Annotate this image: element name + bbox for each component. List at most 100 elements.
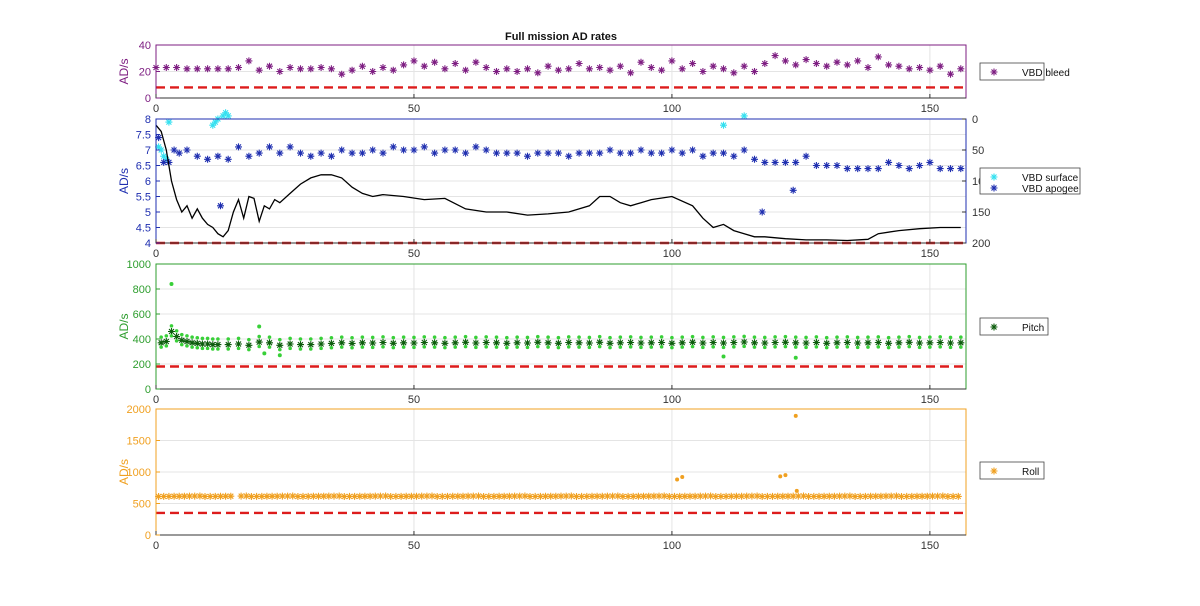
y-tick-label: 5.5 xyxy=(136,192,151,204)
data-point xyxy=(854,339,862,347)
data-point xyxy=(160,492,168,500)
data-point-dot xyxy=(525,345,530,350)
data-point-dot xyxy=(195,335,200,340)
data-point xyxy=(784,492,792,500)
data-point xyxy=(740,146,748,154)
legend-box xyxy=(979,461,1045,480)
y-tick-label: 1500 xyxy=(127,436,151,448)
data-point-dot xyxy=(639,335,643,340)
data-point-dot xyxy=(391,345,396,350)
data-point-dot xyxy=(577,335,581,339)
data-point xyxy=(957,65,965,73)
data-point-dot xyxy=(917,335,922,340)
data-point-dot xyxy=(845,335,850,339)
x-tick-label: 150 xyxy=(921,394,939,406)
data-point xyxy=(348,339,356,347)
data-point xyxy=(740,338,748,346)
data-point xyxy=(957,165,965,173)
data-point xyxy=(720,65,727,73)
data-point xyxy=(513,68,521,75)
y-tick-label: 40 xyxy=(139,40,151,52)
data-point-dot xyxy=(257,324,262,329)
data-point-dot xyxy=(169,282,174,286)
data-point xyxy=(833,162,841,169)
data-point-dot xyxy=(319,346,323,351)
data-point xyxy=(175,149,183,157)
data-point-dot xyxy=(649,335,654,339)
data-point xyxy=(160,152,168,160)
data-point xyxy=(330,492,338,500)
data-point xyxy=(905,338,913,346)
data-point-dot xyxy=(298,347,303,351)
data-point-dot xyxy=(855,345,860,350)
data-point-dot xyxy=(370,335,375,340)
data-point xyxy=(180,492,188,500)
data-point xyxy=(186,492,193,500)
data-point xyxy=(895,62,903,70)
data-point xyxy=(751,155,758,163)
data-point xyxy=(224,65,232,73)
data-point xyxy=(743,492,751,500)
data-point-dot xyxy=(773,345,777,349)
data-point xyxy=(603,492,611,500)
y-tick-label: 600 xyxy=(133,309,151,321)
data-point-dot xyxy=(793,345,798,349)
data-point-dot xyxy=(278,337,282,342)
data-point xyxy=(947,165,954,173)
data-point xyxy=(575,339,583,347)
x-tick-label: 150 xyxy=(921,248,939,260)
data-point-dot xyxy=(866,335,870,339)
data-point xyxy=(266,143,273,151)
data-point xyxy=(929,492,936,500)
x-tick-label: 100 xyxy=(663,540,681,552)
data-point xyxy=(389,143,397,151)
data-point-dot xyxy=(701,335,705,340)
data-point xyxy=(397,492,405,500)
data-point xyxy=(887,492,895,500)
data-point xyxy=(874,165,882,173)
data-point xyxy=(916,64,924,71)
data-point xyxy=(918,492,926,500)
data-point xyxy=(854,57,862,65)
data-point xyxy=(493,339,500,347)
legend-label: VBD surface xyxy=(1022,173,1079,184)
data-point-dot xyxy=(319,336,323,341)
data-point xyxy=(356,492,364,500)
data-point-dot xyxy=(742,344,746,349)
data-point-dot xyxy=(505,345,509,350)
data-point xyxy=(730,152,738,160)
x-tick-label: 100 xyxy=(663,394,681,406)
data-point xyxy=(307,65,315,73)
data-point xyxy=(709,339,717,346)
data-point-dot xyxy=(443,345,447,350)
data-point-dot xyxy=(732,335,736,339)
data-point-dot xyxy=(711,335,715,339)
data-point xyxy=(761,60,769,67)
data-point xyxy=(500,492,508,500)
data-point xyxy=(668,146,676,154)
data-point xyxy=(565,152,573,160)
data-point xyxy=(658,339,666,346)
data-point-dot xyxy=(783,473,788,478)
data-point xyxy=(627,69,635,77)
data-point-dot xyxy=(546,345,550,349)
data-point xyxy=(841,492,849,500)
data-point xyxy=(916,339,924,347)
data-point-dot xyxy=(793,413,798,418)
x-tick-label: 0 xyxy=(153,103,159,115)
data-point xyxy=(709,62,717,70)
data-point xyxy=(472,58,480,66)
data-point xyxy=(441,146,449,154)
data-point xyxy=(815,492,823,500)
data-point xyxy=(730,69,738,77)
data-point xyxy=(544,149,552,157)
data-point xyxy=(732,492,740,500)
data-point-dot xyxy=(401,335,406,339)
data-point xyxy=(309,492,317,500)
data-point xyxy=(490,492,498,500)
data-point xyxy=(905,165,913,173)
data-point-dot xyxy=(159,335,163,339)
data-point-dot xyxy=(814,345,819,349)
data-point xyxy=(206,492,214,500)
